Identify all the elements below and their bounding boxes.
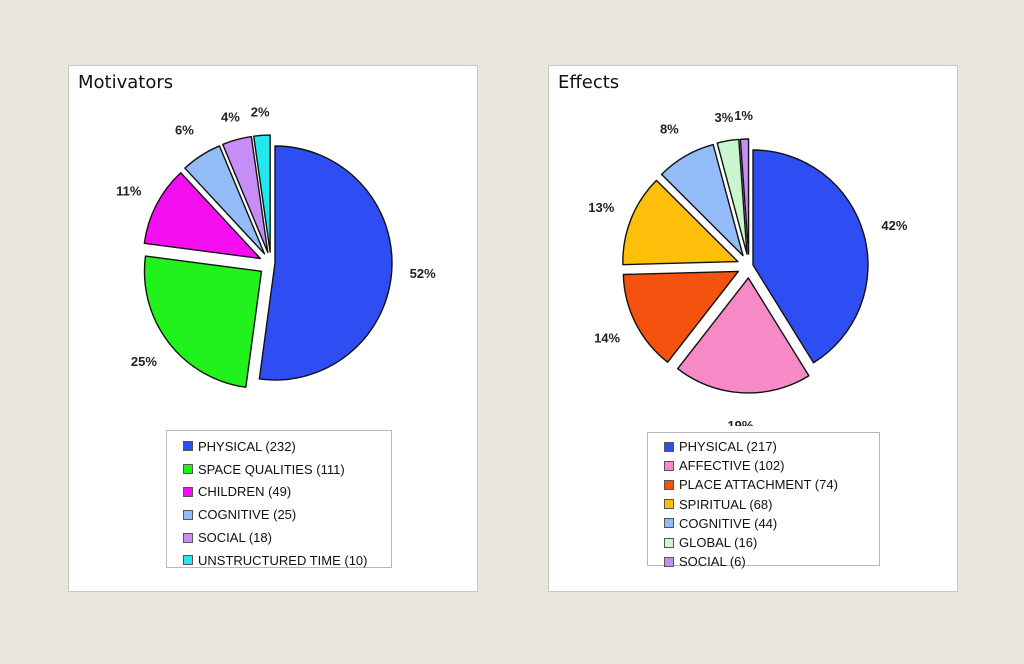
motivators-label-unstructured-time: 2%: [251, 104, 270, 119]
motivators-label-physical: 52%: [410, 266, 436, 281]
motivators-legend-swatch-physical: [183, 441, 193, 452]
effects-slice-physical: [752, 149, 869, 364]
effects-legend-swatch-spiritual: [664, 499, 674, 510]
effects-legend-label-affective: AFFECTIVE (102): [679, 458, 785, 474]
effects-legend-item-cognitive: COGNITIVE (44): [664, 514, 871, 533]
motivators-legend-item-social: SOCIAL (18): [183, 526, 383, 549]
effects-legend-label-social: SOCIAL (6): [679, 554, 746, 570]
effects-legend-swatch-affective: [664, 460, 674, 471]
motivators-legend-label-cognitive: COGNITIVE (25): [198, 507, 297, 523]
motivators-legend-swatch-social: [183, 532, 193, 543]
motivators-legend: PHYSICAL (232) SPACE QUALITIES (111) CHILD…: [166, 430, 392, 568]
effects-legend-item-global: GLOBAL (16): [664, 533, 871, 552]
motivators-pie-chart: 52% 25% 11% 6% 4% 2%: [116, 104, 436, 388]
motivators-label-children: 11%: [116, 184, 142, 199]
effects-legend-swatch-social: [664, 556, 674, 567]
effects-label-social: 1%: [734, 108, 753, 123]
effects-label-cognitive: 8%: [660, 121, 679, 136]
effects-label-spiritual: 13%: [588, 200, 614, 215]
effects-slice-global: [716, 138, 748, 255]
effects-legend-item-affective: AFFECTIVE (102): [664, 456, 871, 475]
motivators-slice-children: [143, 172, 262, 260]
motivators-label-space-qualities: 25%: [131, 354, 157, 369]
effects-slice-place-attachment: [622, 270, 739, 363]
effects-slice-social: [739, 138, 750, 255]
effects-label-place-attachment: 14%: [594, 331, 620, 346]
motivators-legend-label-physical: PHYSICAL (232): [198, 438, 296, 454]
effects-legend: PHYSICAL (217) AFFECTIVE (102) PLACE ATTAC…: [647, 432, 880, 569]
effects-slice-affective: [676, 277, 810, 394]
motivators-legend-item-cognitive: COGNITIVE (25): [183, 503, 383, 526]
effects-legend-label-cognitive: COGNITIVE (44): [679, 515, 778, 531]
effects-legend-swatch-cognitive: [664, 518, 674, 529]
motivators-chart-title: Motivators: [78, 72, 174, 93]
motivators-slice-physical: [258, 145, 393, 381]
motivators-legend-swatch-space-qualities: [183, 464, 193, 475]
effects-legend-label-place-attachment: PLACE ATTACHMENT (74): [679, 477, 838, 493]
motivators-slice-cognitive: [184, 145, 266, 255]
motivators-slice-space-qualities: [143, 255, 263, 388]
effects-legend-swatch-global: [664, 537, 674, 548]
effects-legend-label-physical: PHYSICAL (217): [679, 439, 777, 455]
effects-legend-swatch-physical: [664, 441, 674, 452]
motivators-slice-social: [222, 135, 269, 254]
effects-label-global: 3%: [715, 110, 734, 125]
motivators-slice-unstructured-time: [252, 134, 271, 253]
effects-pie-chart: 42% 19% 14% 13% 8% 3% 1%: [588, 108, 908, 426]
motivators-legend-label-unstructured-time: UNSTRUCTURED TIME (10): [198, 552, 368, 568]
motivators-legend-swatch-children: [183, 486, 193, 497]
motivators-chart-panel: Motivators 52% 25% 11% 6% 4% 2% PHYSICAL (232…: [68, 65, 478, 592]
motivators-legend-item-space-qualities: SPACE QUALITIES (111): [183, 458, 383, 481]
motivators-legend-swatch-unstructured-time: [183, 555, 193, 566]
motivators-legend-swatch-cognitive: [183, 509, 193, 520]
effects-legend-item-place-attachment: PLACE ATTACHMENT (74): [664, 475, 871, 494]
motivators-legend-item-unstructured-time: UNSTRUCTURED TIME (10): [183, 549, 383, 572]
effects-legend-label-spiritual: SPIRITUAL (68): [679, 496, 773, 512]
motivators-legend-label-children: CHILDREN (49): [198, 484, 292, 500]
motivators-legend-label-space-qualities: SPACE QUALITIES (111): [198, 461, 345, 477]
effects-chart-panel: Effects 42% 19% 14% 13% 8% 3% 1% PHYSICAL (217…: [548, 65, 958, 592]
effects-legend-item-physical: PHYSICAL (217): [664, 437, 871, 456]
effects-legend-label-global: GLOBAL (16): [679, 535, 758, 551]
effects-legend-item-social: SOCIAL (6): [664, 552, 871, 571]
effects-label-physical: 42%: [881, 218, 907, 233]
effects-slice-cognitive: [660, 143, 744, 257]
effects-legend-item-spiritual: SPIRITUAL (68): [664, 495, 871, 514]
motivators-legend-label-social: SOCIAL (18): [198, 530, 272, 546]
effects-label-affective: 19%: [727, 418, 753, 426]
effects-chart-title: Effects: [558, 72, 620, 93]
effects-legend-swatch-place-attachment: [664, 479, 674, 490]
motivators-legend-item-children: CHILDREN (49): [183, 481, 383, 504]
motivators-legend-item-physical: PHYSICAL (232): [183, 435, 383, 458]
motivators-label-cognitive: 6%: [175, 122, 194, 137]
effects-slice-spiritual: [622, 179, 739, 266]
motivators-label-social: 4%: [221, 109, 240, 124]
